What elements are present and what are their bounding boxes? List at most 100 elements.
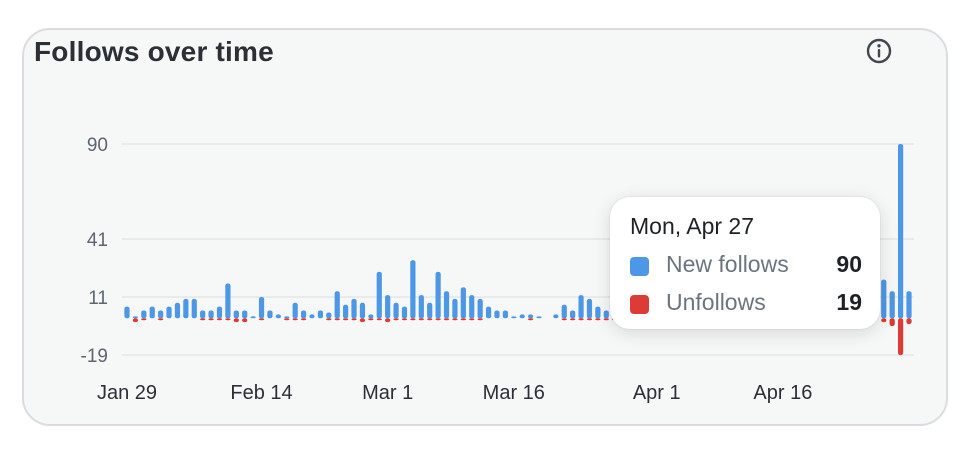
unfollows-bar (570, 318, 576, 321)
unfollows-swatch (630, 295, 649, 314)
new-follows-bar (376, 271, 382, 319)
tooltip-value: 90 (836, 251, 862, 277)
new-follows-bar (132, 316, 139, 319)
new-follows-bar (536, 316, 542, 319)
new-follows-bar (200, 310, 206, 319)
tooltip-label: New follows (666, 251, 789, 277)
x-tick-label: Jan 29 (97, 382, 157, 404)
unfollows-bar (132, 318, 139, 323)
tooltip-date: Mon, Apr 27 (630, 213, 755, 239)
card-title: Follows over time (34, 36, 274, 67)
y-tick-label: 41 (87, 230, 108, 251)
new-follows-bar (326, 312, 332, 319)
new-follows-bar (586, 298, 593, 319)
x-tick-label: Apr 16 (753, 382, 812, 404)
new-follows-bar (250, 316, 256, 319)
unfollows-bar (216, 318, 223, 321)
unfollows-bar (469, 318, 475, 321)
new-follows-bar (578, 295, 584, 319)
new-follows-bar (502, 310, 508, 319)
unfollows-bar (452, 318, 458, 321)
new-follows-bar (477, 298, 483, 319)
new-follows-bar (553, 314, 559, 319)
unfollows-bar (326, 318, 332, 321)
tooltip-row-unfollows: Unfollows 19 (630, 289, 862, 319)
new-follows-bar (351, 298, 357, 319)
new-follows-bar (174, 302, 181, 319)
new-follows-bar (889, 291, 895, 319)
new-follows-bar (309, 314, 315, 319)
unfollows-bar (410, 318, 416, 321)
x-tick-label: Mar 16 (483, 382, 545, 404)
new-follows-bar (385, 295, 391, 319)
new-follows-bar (435, 271, 441, 319)
unfollows-bar (460, 318, 466, 321)
new-follows-bar (258, 297, 265, 319)
unfollows-bar (561, 318, 567, 321)
unfollows-bar (334, 318, 340, 321)
y-tick-label: -19 (81, 346, 108, 367)
new-follows-bar (343, 304, 349, 319)
unfollows-bar (242, 318, 248, 323)
new-follows-bar (469, 295, 475, 319)
unfollows-bar (351, 318, 357, 321)
new-follows-bar (561, 304, 567, 319)
unfollows-bar (376, 318, 382, 321)
unfollows-bar (906, 318, 912, 325)
new-follows-bar (443, 291, 450, 319)
new-follows-bar (267, 310, 273, 319)
unfollows-bar (368, 318, 374, 321)
unfollows-bar (225, 318, 231, 321)
unfollows-bar (401, 318, 408, 321)
new-follows-bar (183, 298, 189, 319)
tooltip-value: 19 (836, 289, 862, 315)
unfollows-bar (385, 318, 391, 323)
new-follows-bar (460, 287, 466, 319)
new-follows-bar (528, 314, 534, 319)
chart-tooltip: Mon, Apr 27 New follows 90 Unfollows 19 (610, 197, 880, 329)
new-follows-bar (284, 316, 290, 319)
new-follows-bar (275, 314, 281, 319)
unfollows-bar (284, 318, 290, 321)
unfollows-bar (443, 318, 450, 321)
info-icon[interactable] (864, 36, 894, 66)
new-follows-bar (570, 310, 576, 319)
unfollows-bar (427, 318, 433, 321)
new-follows-bar (494, 310, 500, 319)
unfollows-bar (300, 318, 307, 321)
new-follows-bar (897, 144, 904, 319)
tooltip-label: Unfollows (666, 289, 766, 315)
x-tick-label: Apr 1 (633, 382, 681, 404)
unfollows-bar (393, 318, 399, 321)
unfollows-bar (200, 318, 206, 321)
new-follows-bar (410, 260, 416, 319)
new-follows-bar (881, 279, 887, 319)
new-follows-bar (368, 314, 374, 319)
unfollows-bar (595, 318, 601, 321)
unfollows-bar (897, 318, 904, 355)
new-follows-bar (166, 306, 172, 319)
unfollows-bar (141, 318, 147, 321)
new-follows-bar (124, 306, 130, 319)
new-follows-bar (401, 306, 408, 319)
y-tick-label: 90 (87, 135, 108, 156)
unfollows-bar (258, 318, 265, 321)
unfollows-bar (528, 318, 534, 321)
unfollows-bar (586, 318, 593, 321)
new-follows-swatch (630, 257, 649, 276)
unfollows-bar (292, 318, 298, 321)
x-tick-label: Feb 14 (230, 382, 292, 404)
new-follows-bar (300, 310, 307, 319)
new-follows-bar (225, 283, 231, 319)
unfollows-bar (359, 318, 366, 323)
unfollows-bar (435, 318, 441, 321)
new-follows-bar (418, 295, 424, 319)
unfollows-bar (603, 318, 609, 321)
unfollows-bar (881, 318, 887, 323)
new-follows-bar (208, 310, 214, 319)
x-tick-label: Mar 1 (362, 382, 413, 404)
new-follows-bar (141, 310, 147, 319)
new-follows-bar (158, 310, 164, 319)
new-follows-bar (334, 291, 340, 319)
y-tick-label: 11 (88, 288, 108, 309)
